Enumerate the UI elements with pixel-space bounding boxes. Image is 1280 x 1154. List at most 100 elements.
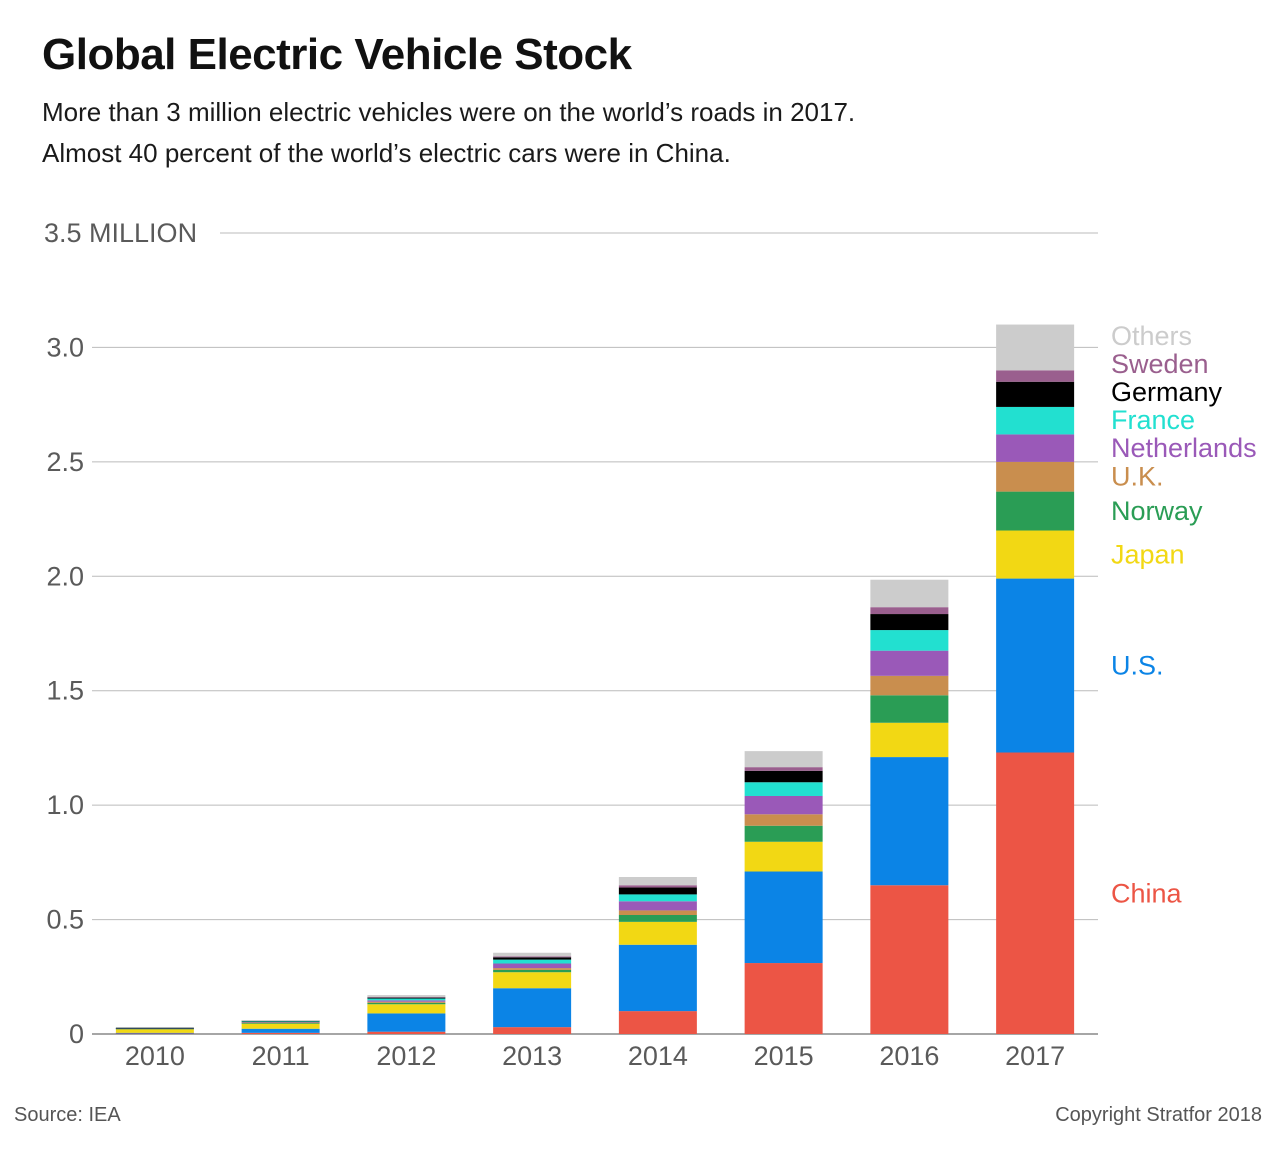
bar-segment-france	[870, 630, 949, 651]
bar-segment-u-s	[618, 944, 697, 1012]
bar-segment-u-s	[493, 988, 572, 1028]
bar-segment-norway	[367, 1002, 446, 1005]
bar-segment-u-s	[115, 1032, 194, 1034]
bar-segment-u-k	[367, 1001, 446, 1003]
bar-segment-norway	[493, 969, 572, 973]
copyright-note: Copyright Stratfor 2018	[1055, 1104, 1262, 1126]
stacked-bar-chart: 0 0.5 1.0 1.5 2.0 2.5 3.0 3.5 MILLION 2010 2011 20…	[44, 218, 1257, 1071]
y-tick-label: 0	[69, 1019, 84, 1049]
bar-segment-u-k	[744, 814, 823, 826]
y-tick-label: 2.5	[46, 447, 84, 477]
bar-segment-germany	[115, 1027, 194, 1029]
bar-segment-netherlands	[367, 1000, 446, 1002]
subtitle-line-2: Almost 40 percent of the world’s electri…	[42, 138, 731, 168]
bar-segment-norway	[618, 914, 697, 922]
x-tick-label: 2010	[125, 1041, 185, 1071]
legend-label: Sweden	[1111, 349, 1209, 379]
bar-segment-france	[241, 1021, 320, 1023]
bar-segment-netherlands	[996, 434, 1075, 462]
y-tick-label: 1.0	[46, 790, 84, 820]
bar-segment-china	[367, 1031, 446, 1034]
bar-segment-norway	[241, 1022, 320, 1024]
bar-segment-germany	[996, 381, 1075, 407]
bar-segment-sweden	[996, 370, 1075, 382]
bar-segment-france	[996, 406, 1075, 435]
x-tick-label: 2014	[628, 1041, 688, 1071]
bar-segment-china	[744, 963, 823, 1034]
y-tick-label: 3.5 MILLION	[44, 218, 197, 248]
x-tick-label: 2011	[252, 1041, 310, 1071]
bar-segment-u-k	[241, 1022, 320, 1024]
bar-segment-japan	[996, 530, 1075, 579]
bar-segment-sweden	[618, 885, 697, 888]
bar-segment-china	[996, 752, 1075, 1034]
bar-segment-netherlands	[618, 901, 697, 911]
bar-segment-china	[115, 1033, 194, 1034]
bar-segment-netherlands	[241, 1021, 320, 1023]
x-tick-label: 2017	[1005, 1041, 1065, 1071]
bar-segment-germany	[870, 614, 949, 631]
bar-segment-japan	[870, 722, 949, 758]
bar-segment-u-s	[996, 578, 1075, 753]
bar-segment-france	[367, 998, 446, 1001]
bar-segment-germany	[618, 887, 697, 895]
bar-segment-others	[996, 324, 1075, 371]
bar-segment-others	[618, 877, 697, 886]
bar-segment-others	[744, 751, 823, 768]
legend-label: Netherlands	[1111, 433, 1257, 463]
bar-segment-norway	[744, 825, 823, 842]
x-tick-label: 2012	[376, 1041, 436, 1071]
bar-segment-u-k	[618, 910, 697, 915]
bar-segment-others	[870, 579, 949, 608]
bar-segment-netherlands	[493, 963, 572, 969]
bar-segment-u-k	[493, 968, 572, 970]
bar-segment-sweden	[367, 996, 446, 998]
legend-label: France	[1111, 405, 1195, 435]
subtitle-line-1: More than 3 million electric vehicles we…	[42, 97, 856, 127]
chart-subtitle: More than 3 million electric vehicles we…	[42, 92, 855, 174]
y-tick-label: 1.5	[46, 676, 84, 706]
bar-segment-norway	[996, 491, 1075, 531]
legend-label: Others	[1111, 321, 1192, 351]
bar-segment-france	[493, 959, 572, 964]
bar-segment-france	[618, 894, 697, 902]
chart-title: Global Electric Vehicle Stock	[42, 30, 632, 79]
legend-label: Germany	[1111, 377, 1223, 407]
bar-segment-china	[241, 1032, 320, 1034]
x-tick-label: 2015	[754, 1041, 814, 1071]
bar-segment-china	[618, 1011, 697, 1034]
bar-segment-japan	[241, 1023, 320, 1029]
bar-segment-u-s	[870, 757, 949, 886]
bar-segment-netherlands	[744, 795, 823, 815]
bar-segment-japan	[618, 921, 697, 945]
legend-label: U.K.	[1111, 462, 1164, 492]
bar-segment-japan	[744, 841, 823, 872]
y-tick-label: 3.0	[46, 332, 84, 362]
bar-segment-others	[241, 1020, 320, 1021]
bar-segment-u-k	[996, 461, 1075, 492]
bar-segment-china	[870, 885, 949, 1034]
legend-label: U.S.	[1111, 651, 1164, 681]
bar-segment-japan	[367, 1004, 446, 1014]
bar-segment-u-k	[870, 675, 949, 696]
bar-segment-sweden	[870, 607, 949, 615]
bar-segment-others	[493, 952, 572, 957]
bar-segment-norway	[870, 695, 949, 723]
bar-segment-u-s	[367, 1013, 446, 1032]
bar-segment-germany	[367, 997, 446, 999]
bar-segment-germany	[493, 957, 572, 960]
y-tick-label: 0.5	[46, 905, 84, 935]
bar-segment-japan	[115, 1029, 194, 1033]
y-tick-label: 2.0	[46, 561, 84, 591]
x-tick-label: 2016	[879, 1041, 939, 1071]
bar-segment-u-s	[241, 1028, 320, 1033]
bar-segment-germany	[241, 1020, 320, 1022]
legend-label: Japan	[1111, 540, 1185, 570]
source-note: Source: IEA	[14, 1104, 121, 1126]
bar-segment-japan	[493, 972, 572, 989]
legend-label: Norway	[1111, 496, 1203, 526]
bar-segment-sweden	[493, 956, 572, 958]
bar-segment-china	[493, 1027, 572, 1034]
legend-label: China	[1111, 878, 1183, 908]
bar-segment-germany	[744, 770, 823, 783]
